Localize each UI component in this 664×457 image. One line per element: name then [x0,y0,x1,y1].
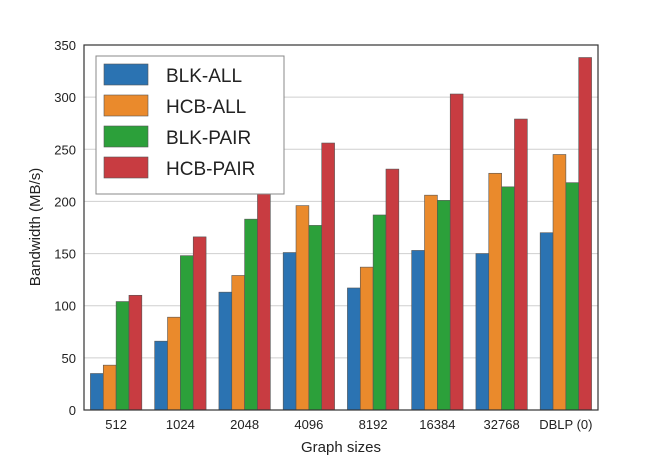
bar-blk-pair-512 [115,301,130,411]
y-tick-label: 350 [54,38,76,53]
bar-blk-pair-1024 [180,255,194,411]
legend-swatch [103,125,149,148]
plot-frame [83,44,599,411]
legend-swatch [103,156,149,179]
bar-hcb-all-1024 [167,316,181,411]
legend-swatch [103,63,149,86]
bar-hcb-pair-2048 [257,193,271,411]
bar-hcb-all-8192 [359,266,374,411]
bar-blk-all-dblp0 [539,232,554,411]
bar-blk-all-16384 [411,250,425,411]
legend-swatch [103,94,149,117]
x-axis-label: Graph sizes [301,439,381,456]
bar-blk-all-4096 [282,252,297,411]
bar-hcb-pair-16384 [449,93,464,411]
bar-hcb-pair-1024 [192,236,207,411]
bar-hcb-all-2048 [231,275,245,411]
bar-blk-pair-4096 [308,225,323,411]
x-tick-label: 16384 [419,417,455,432]
y-axis-label: Bandwidth (MB/s) [27,168,44,286]
bar-blk-all-512 [90,373,104,411]
x-axis-ticks: 512 1024 2048 4096 8192 16384 32768 DBLP (0) [105,417,592,432]
bar-hcb-all-dblp0 [552,154,567,411]
bar-blk-pair-32768 [501,186,515,411]
y-tick-label: 200 [54,194,76,209]
legend-label: HCB-PAIR [166,159,255,180]
y-tick-label: 250 [54,142,76,157]
bar-hcb-pair-8192 [385,168,400,411]
bar-blk-pair-16384 [437,200,451,411]
legend-label: BLK-PAIR [166,128,251,149]
x-tick-label: 2048 [230,417,259,432]
y-tick-label: 300 [54,90,76,105]
bar-hcb-pair-4096 [321,142,335,411]
bar-blk-pair-2048 [244,218,258,411]
x-tick-label: 32768 [484,417,520,432]
bar-blk-all-8192 [347,287,361,411]
bar-hcb-all-512 [102,364,117,411]
legend: BLK-ALL HCB-ALL BLK-PAIR HCB-PAIR [95,55,285,195]
x-tick-label: 512 [105,417,127,432]
bar-blk-pair-8192 [372,214,387,411]
bar-hcb-pair-512 [128,294,143,411]
bar-hcb-all-4096 [295,205,310,411]
bars [90,57,592,411]
bar-hcb-pair-32768 [514,118,528,411]
y-tick-label: 0 [69,403,76,418]
y-axis-ticks: 0 50 100 150 200 250 300 350 [54,38,76,418]
bar-hcb-all-16384 [424,194,438,411]
y-tick-label: 150 [54,247,76,262]
bar-blk-all-32768 [475,253,490,411]
bar-blk-all-1024 [154,340,168,411]
y-tick-label: 50 [62,351,76,366]
bar-hcb-pair-dblp0 [578,57,592,411]
x-tick-label: DBLP (0) [539,417,592,432]
x-tick-label: 1024 [166,417,195,432]
legend-label: HCB-ALL [166,97,246,118]
bar-hcb-all-32768 [488,172,502,411]
bar-blk-all-2048 [218,291,233,411]
bar-blk-pair-dblp0 [565,182,580,411]
x-tick-label: 4096 [294,417,323,432]
x-tick-label: 8192 [359,417,388,432]
y-tick-label: 100 [54,299,76,314]
legend-label: BLK-ALL [166,66,242,87]
